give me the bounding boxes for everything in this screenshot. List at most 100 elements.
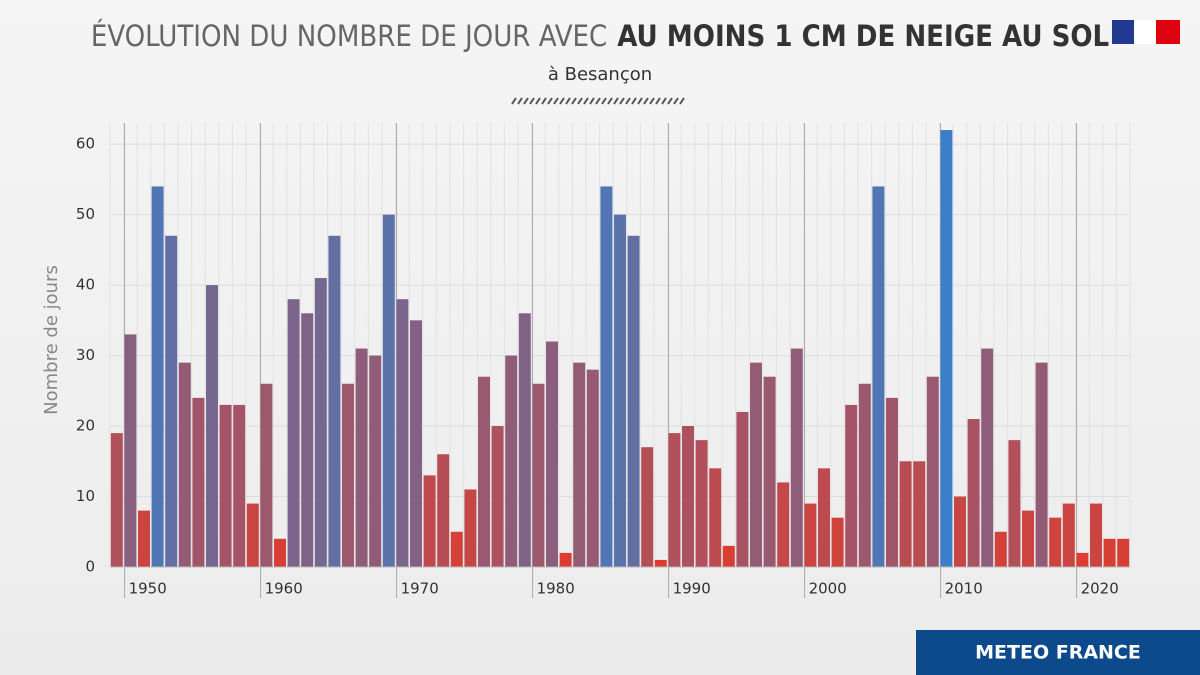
bar xyxy=(423,475,436,567)
bar xyxy=(926,376,939,567)
source-box xyxy=(916,630,1200,675)
bar xyxy=(709,468,722,567)
bar xyxy=(546,341,558,567)
bar xyxy=(396,299,409,567)
y-tick-label: 30 xyxy=(76,346,95,364)
labels: 0 10 20 30 40 50 60 1950 1960 1970 1980 1990 2000 201… xyxy=(76,135,1130,598)
bar xyxy=(192,397,205,567)
bar xyxy=(722,545,735,567)
bar xyxy=(804,503,817,567)
y-tick-label: 0 xyxy=(85,558,95,576)
bar xyxy=(301,313,314,567)
bar xyxy=(872,186,885,567)
y-tick-label: 60 xyxy=(76,135,95,153)
bar xyxy=(994,531,1007,567)
bar xyxy=(491,426,504,567)
y-tick-label: 20 xyxy=(76,417,95,435)
y-axis-label: Nombre de jours xyxy=(41,265,62,415)
title-bold: AU MOINS 1 CM DE NEIGE AU SOL xyxy=(617,19,1109,53)
hatch-lines xyxy=(511,97,685,105)
x-tick-label: 2000 xyxy=(809,580,847,598)
bar xyxy=(858,383,871,567)
bar xyxy=(845,404,858,567)
y-tick-label: 40 xyxy=(76,276,95,294)
bar xyxy=(1049,517,1062,567)
bar xyxy=(1062,503,1075,567)
bar xyxy=(314,278,327,567)
bar xyxy=(328,235,341,567)
bar xyxy=(627,235,640,567)
x-tick-label: 2010 xyxy=(945,580,983,598)
bar xyxy=(124,334,137,567)
bar xyxy=(790,348,803,567)
bar xyxy=(682,426,694,567)
bar xyxy=(206,285,218,567)
bar xyxy=(736,411,749,567)
bar xyxy=(287,299,300,567)
bar xyxy=(1076,552,1089,567)
bar xyxy=(233,404,246,567)
bar xyxy=(274,538,286,567)
bar xyxy=(981,348,994,567)
bar xyxy=(614,214,626,567)
bar xyxy=(600,186,613,567)
x-tick-label: 1980 xyxy=(537,580,575,598)
bar xyxy=(913,461,926,567)
bar xyxy=(219,404,232,567)
bar xyxy=(654,559,667,567)
source: METEO FRANCE xyxy=(975,642,1141,664)
bar xyxy=(464,489,477,567)
title-light: ÉVOLUTION DU NOMBRE DE JOUR AVEC xyxy=(91,19,607,53)
bar xyxy=(559,552,572,567)
bar xyxy=(532,383,545,567)
bar xyxy=(1022,510,1034,567)
x-tick-label: 2020 xyxy=(1081,580,1119,598)
flag-red xyxy=(1156,20,1180,44)
bar xyxy=(382,214,395,567)
flag-white xyxy=(1134,20,1156,44)
bar xyxy=(1035,362,1048,567)
bar xyxy=(110,433,123,567)
bar xyxy=(750,362,762,567)
logo xyxy=(1112,20,1180,44)
bar xyxy=(1117,538,1130,567)
bar xyxy=(668,433,681,567)
bar xyxy=(763,376,776,567)
bar xyxy=(777,482,790,567)
chart-title: ÉVOLUTION DU NOMBRE DE JOUR AVEC AU MOINS… xyxy=(91,19,1109,53)
bar xyxy=(641,447,654,567)
x-tick-label: 1950 xyxy=(129,580,167,598)
bar xyxy=(246,503,259,567)
bar xyxy=(165,235,178,567)
bar xyxy=(831,517,844,567)
bar xyxy=(410,320,422,567)
bar xyxy=(369,355,382,567)
x-tick-label: 1960 xyxy=(265,580,303,598)
bar xyxy=(899,461,912,567)
x-tick-label: 1990 xyxy=(673,580,711,598)
bar xyxy=(954,496,966,567)
bar xyxy=(1090,503,1102,567)
bar xyxy=(586,369,599,567)
bar xyxy=(151,186,164,567)
bar xyxy=(505,355,518,567)
bar xyxy=(437,454,450,567)
bar xyxy=(478,376,490,567)
bar xyxy=(1008,440,1021,567)
bar xyxy=(518,313,531,567)
bars xyxy=(110,130,1130,568)
bar xyxy=(967,419,980,567)
bar xyxy=(940,130,953,568)
bar xyxy=(886,397,898,567)
bar xyxy=(138,510,150,567)
bar xyxy=(818,468,830,567)
bar xyxy=(342,383,354,567)
bar xyxy=(1103,538,1116,567)
x-tick-label: 1970 xyxy=(401,580,439,598)
hatch xyxy=(511,97,685,105)
y-tick-label: 10 xyxy=(76,487,95,505)
bar xyxy=(260,383,273,567)
bar xyxy=(695,440,708,567)
